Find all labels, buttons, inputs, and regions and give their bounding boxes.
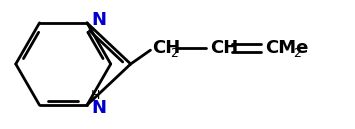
- Text: CH: CH: [152, 39, 181, 57]
- Text: 2: 2: [293, 47, 301, 60]
- Text: N: N: [91, 99, 106, 117]
- Text: CH: CH: [210, 39, 238, 57]
- Text: H: H: [91, 89, 100, 102]
- Text: N: N: [91, 11, 106, 29]
- Text: 2: 2: [170, 47, 178, 60]
- Text: CMe: CMe: [265, 39, 308, 57]
